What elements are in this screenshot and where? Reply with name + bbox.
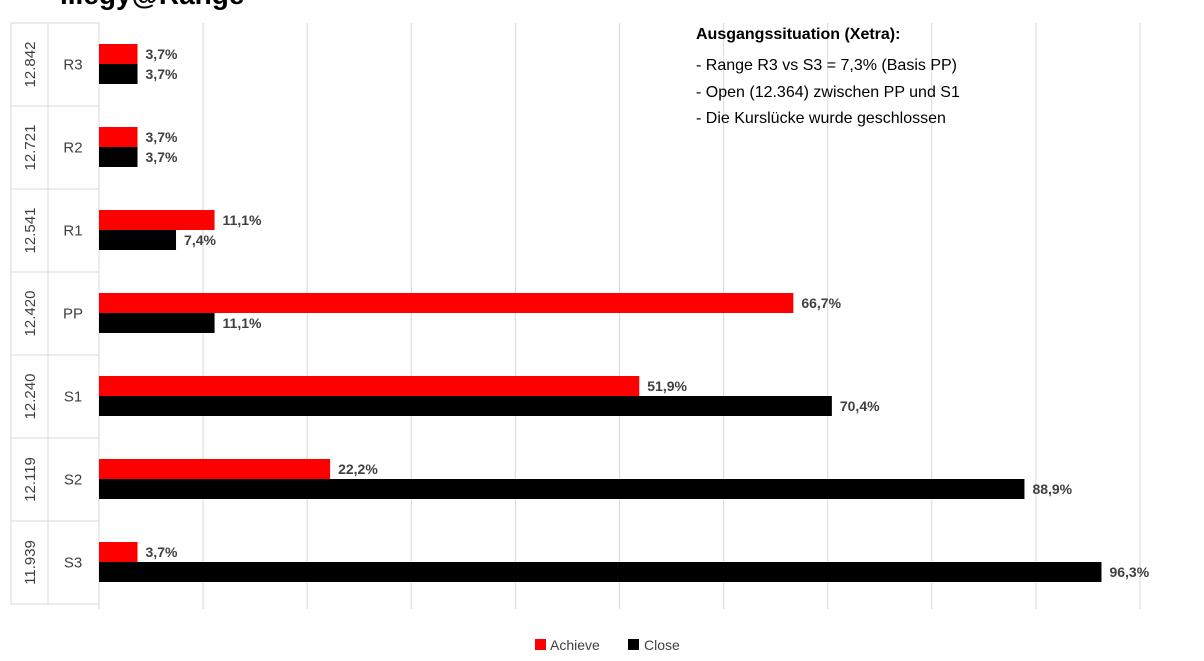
data-label-achieve: 22,2%: [338, 461, 378, 477]
gridlines: [98, 23, 1141, 609]
category-price-label: 11.939: [22, 540, 39, 585]
bar-close: [99, 230, 177, 250]
category-level-label: S2: [64, 472, 82, 489]
annotation-line: - Range R3 vs S3 = 7,3% (Basis PP): [696, 57, 957, 74]
category-level-label: S1: [64, 389, 82, 406]
bar-close: [99, 479, 1025, 499]
data-label-close: 3,7%: [146, 66, 178, 82]
bar-close: [99, 562, 1102, 582]
data-label-close: 88,9%: [1032, 481, 1072, 497]
category-price-label: 12.240: [22, 374, 39, 420]
bar-achieve: [99, 376, 640, 396]
data-label-achieve: 11,1%: [223, 212, 262, 228]
bar-close: [99, 64, 138, 84]
category-level-label: R1: [63, 223, 82, 240]
bar-achieve: [99, 293, 794, 313]
bar-achieve: [99, 542, 138, 562]
annotation-line: - Open (12.364) zwischen PP und S1: [696, 84, 960, 101]
data-label-achieve: 3,7%: [146, 544, 178, 560]
bar-close: [99, 396, 832, 416]
data-label-close: 11,1%: [223, 315, 262, 331]
category-level-label: R2: [63, 140, 82, 157]
category-level-label: R3: [63, 57, 82, 74]
legend-swatch-close: [628, 639, 639, 650]
annotation-box: Ausgangssituation (Xetra): - Range R3 vs…: [696, 26, 960, 127]
data-label-achieve: 3,7%: [146, 129, 178, 145]
annotation-line: - Die Kurslücke wurde geschlossen: [696, 110, 946, 127]
annotation-title: Ausgangssituation (Xetra):: [696, 26, 900, 43]
data-label-achieve: 51,9%: [647, 378, 687, 394]
legend-swatch-achieve: [535, 639, 546, 650]
data-labels: 3,7% 3,7% 11,1% 66,7% 51,9% 22,2% 3,7% 3,7% 3,7%…: [146, 46, 1150, 580]
category-price-label: 12.721: [22, 125, 39, 171]
bars: [99, 44, 1102, 582]
bar-close: [99, 313, 215, 333]
bar-close: [99, 147, 138, 167]
data-label-close: 96,3%: [1109, 564, 1149, 580]
legend: Achieve Close: [535, 637, 680, 653]
chart-title-fragment: ...egy@Range: [60, 0, 244, 10]
data-label-achieve: 3,7%: [146, 46, 178, 62]
data-label-close: 7,4%: [184, 232, 216, 248]
bar-achieve: [99, 459, 331, 479]
category-price-label: 12.541: [22, 208, 39, 254]
category-price-label: 12.420: [22, 291, 39, 337]
data-label-achieve: 66,7%: [801, 295, 841, 311]
category-labels: R3 12.842 R2 12.721 R1 12.541 PP 12.420 S1 12.240…: [22, 42, 83, 585]
bar-achieve: [99, 210, 215, 230]
data-label-close: 3,7%: [146, 149, 178, 165]
bar-achieve: [99, 44, 138, 64]
category-price-label: 12.119: [22, 457, 39, 502]
legend-label-achieve: Achieve: [550, 637, 600, 653]
data-label-close: 70,4%: [840, 398, 880, 414]
category-level-label: S3: [64, 555, 82, 572]
category-price-label: 12.842: [22, 42, 39, 88]
legend-label-close: Close: [644, 637, 680, 653]
bar-achieve: [99, 127, 138, 147]
category-level-label: PP: [63, 306, 83, 323]
